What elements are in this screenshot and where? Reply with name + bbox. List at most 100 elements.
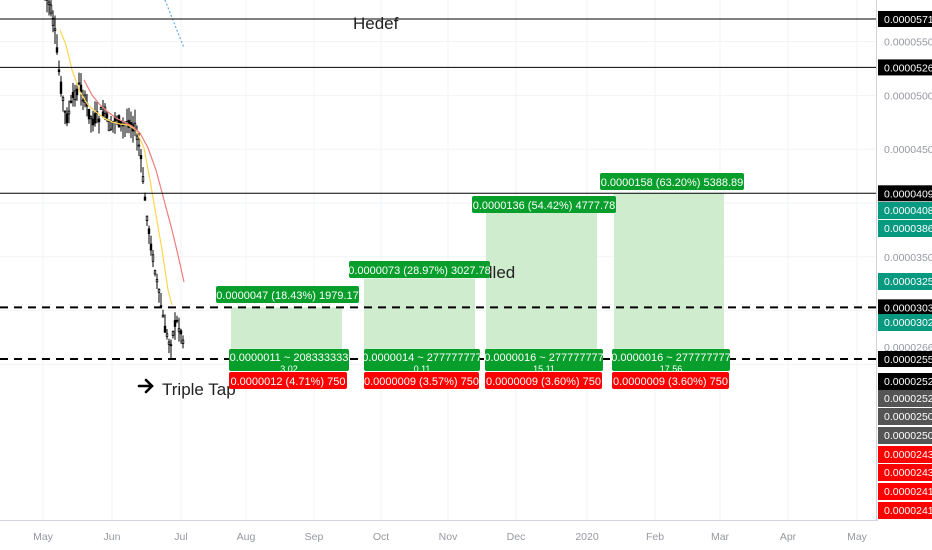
- entry-tag-sublabel: 15.11: [533, 364, 555, 374]
- candle-body: [151, 254, 155, 262]
- price-axis-tag: [878, 446, 932, 463]
- stop-tag-label: 0.0000009 (3.60%) 750: [486, 376, 601, 388]
- trend-line: [164, 0, 185, 49]
- stop-tag-label: 0.0000012 (4.71%) 750: [231, 376, 346, 388]
- price-axis-tag-label: 0.0000255: [884, 354, 932, 366]
- price-axis-tag: [878, 408, 932, 425]
- candle-body: [51, 17, 55, 26]
- entry-tag: [229, 349, 349, 371]
- price-axis-tick: 0.0000500: [884, 90, 932, 102]
- entry-tag: [612, 349, 730, 371]
- candle-body: [53, 28, 57, 31]
- price-axis-tag: [878, 351, 932, 367]
- candle-body: [93, 113, 97, 124]
- candle-body: [161, 314, 165, 318]
- candle-body: [63, 110, 67, 113]
- candle-body: [157, 288, 161, 293]
- price-axis-tag-label: 0.0000302: [884, 317, 932, 329]
- time-axis-tick: 2020: [575, 531, 599, 543]
- candle-body: [57, 69, 61, 73]
- price-axis-tag-label: 0.0000250: [884, 430, 932, 442]
- price-axis-tag: [878, 502, 932, 519]
- price-axis-tag: [878, 464, 932, 481]
- entry-tag: [364, 349, 480, 371]
- price-axis-tag-label: 0.0000409: [884, 188, 932, 200]
- time-axis-tick: Jun: [104, 531, 121, 543]
- candle-body: [149, 243, 153, 251]
- price-axis-tag-label: 0.0000526: [884, 62, 932, 74]
- time-axis-tick: Feb: [646, 531, 664, 543]
- stop-tag: [364, 372, 479, 389]
- price-axis-tag: [878, 273, 932, 290]
- triple-tap-label: Triple Tap: [162, 380, 236, 399]
- target-tag-label: 0.0000158 (63.20%) 5388.89: [601, 177, 744, 189]
- stop-tag-label: 0.0000009 (3.60%) 750: [613, 376, 728, 388]
- candle-body: [91, 118, 95, 126]
- candle-body: [107, 121, 111, 132]
- entry-tag-sublabel: 0.11: [414, 364, 431, 374]
- price-axis-tick: 0.0000350: [884, 252, 932, 264]
- filled-label: illed: [485, 263, 515, 282]
- candle-body: [97, 118, 101, 123]
- candle-body: [47, 1, 51, 5]
- entry-tag-label: 0.0000014 ~ 277777777: [362, 352, 482, 364]
- entry-tag-sublabel: 3.02: [280, 364, 298, 374]
- candle-body: [171, 331, 175, 336]
- candle-body: [121, 124, 125, 127]
- profit-zone: [364, 278, 475, 352]
- candle-body: [67, 110, 71, 115]
- hedef-label: Hedef: [353, 14, 399, 33]
- price-axis-tag: [878, 373, 932, 390]
- candle-body: [69, 100, 73, 103]
- candle-body: [137, 144, 141, 147]
- candle-body: [81, 99, 85, 102]
- price-axis-tag: [878, 202, 932, 219]
- price-axis-tag-label: 0.0000386: [884, 223, 932, 235]
- profit-zone: [231, 307, 342, 352]
- price-axis-tag: [878, 220, 932, 237]
- candle-body: [101, 111, 105, 117]
- target-tag: [600, 173, 744, 190]
- stop-tag: [485, 372, 602, 389]
- time-axis-background: [0, 520, 932, 550]
- candle-body: [59, 81, 63, 94]
- time-axis-tick: Jul: [174, 531, 187, 543]
- time-axis-tick: May: [33, 531, 54, 543]
- axis-corner: [878, 520, 932, 550]
- candle-body: [179, 330, 183, 335]
- candle-body: [73, 90, 77, 101]
- candle-body: [169, 344, 173, 347]
- stop-tag: [612, 372, 729, 389]
- candle-body: [147, 228, 151, 234]
- candle-body: [181, 339, 185, 345]
- candle-body: [139, 155, 143, 160]
- candle-body: [153, 270, 157, 275]
- candle-body: [117, 115, 121, 128]
- entry-tag-label: 0.0000016 ~ 277777777: [611, 352, 731, 364]
- price-axis-tag: [878, 314, 932, 331]
- price-axis-tag-label: 0.0000408: [884, 205, 932, 217]
- candle-body: [87, 108, 91, 120]
- stop-tag: [229, 372, 347, 389]
- price-axis-tag-label: 0.0000325: [884, 276, 932, 288]
- candle-body: [105, 113, 109, 119]
- candle-body: [177, 328, 181, 333]
- target-tag: [472, 196, 616, 213]
- moving-average-fast: [59, 29, 173, 306]
- candle-body: [143, 196, 147, 201]
- candle-body: [49, 4, 53, 14]
- target-tag: [349, 261, 490, 278]
- price-axis-tag: [878, 59, 932, 76]
- candle-body: [71, 92, 75, 98]
- time-axis-tick: Nov: [439, 531, 458, 543]
- price-axis-tag-label: 0.0000243: [884, 449, 932, 461]
- entry-tag: [485, 349, 603, 371]
- price-axis-tick: 0.0000550: [884, 37, 932, 49]
- candle-body: [119, 121, 123, 124]
- time-axis-tick: Mar: [711, 531, 730, 543]
- price-axis-tag-label: 0.0000241: [884, 505, 932, 517]
- candle-body: [175, 319, 179, 322]
- price-axis-tag: [878, 299, 932, 316]
- target-tag-label: 0.0000047 (18.43%) 1979.17: [216, 290, 359, 302]
- price-axis-tag-label: 0.0000241: [884, 486, 932, 498]
